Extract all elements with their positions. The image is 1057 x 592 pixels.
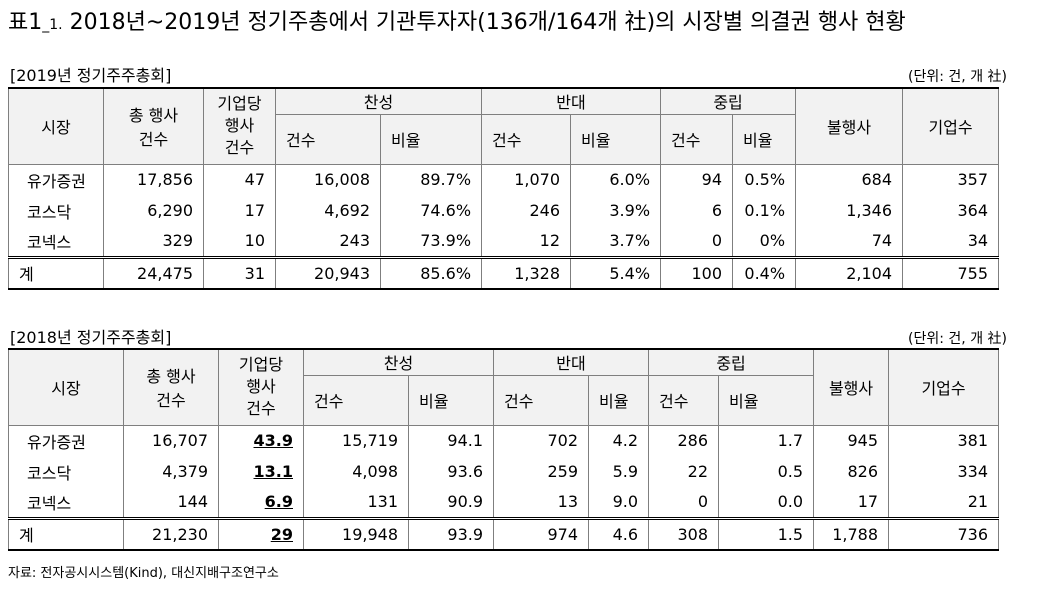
header-approve: 찬성 [274, 87, 483, 115]
header-total-votes: 총 행사 건수 [123, 348, 219, 426]
section-label-2018: [2018년 정기주주총회] [10, 328, 172, 347]
header-neutral: 중립 [660, 87, 797, 115]
header-oppose: 반대 [493, 348, 650, 376]
table-row: 코넥스 329 10 243 73.9% 12 3.7% 0 0% 74 34 [8, 226, 1000, 257]
header-per-company: 기업당 행사 건수 [218, 348, 304, 426]
header-companies: 기업수 [888, 348, 1000, 426]
header-neutral: 중립 [648, 348, 815, 376]
header-non-exercise: 불행사 [813, 348, 890, 426]
total-row: 계 21,230 29 19,948 93.9 974 4.6 308 1.5 1,788 7… [8, 516, 1000, 551]
header-ratio: 비율 [407, 374, 495, 426]
header-count: 건수 [648, 374, 720, 426]
table-row: 코스닥 6,290 17 4,692 74.6% 246 3.9% 6 0.1% 1,346… [8, 195, 1000, 226]
unit-label-2019: (단위: 건, 개 社) [908, 69, 1007, 85]
table-2019: 시장 총 행사 건수 기업당 행사 건수 찬성 반대 중립 불행사 기업수 건수 비율… [8, 87, 1000, 290]
header-ratio: 비율 [588, 374, 650, 426]
header-count: 건수 [275, 113, 381, 165]
header-ratio: 비율 [732, 113, 797, 165]
header-count: 건수 [493, 374, 590, 426]
header-count: 건수 [303, 374, 409, 426]
total-row: 계 24,475 31 20,943 85.6% 1,328 5.4% 100 0.4% 2… [8, 255, 1000, 290]
table-row: 코스닥 4,379 13.1 4,098 93.6 259 5.9 22 0.5 826 33… [8, 456, 1000, 487]
header-ratio: 비율 [718, 374, 815, 426]
section-label-2019: [2019년 정기주주총회] [10, 66, 172, 85]
header-count: 건수 [660, 113, 734, 165]
header-count: 건수 [481, 113, 572, 165]
header-approve: 찬성 [302, 348, 495, 376]
table-row: 유가증권 16,707 43.9 15,719 94.1 702 4.2 286 1.7 9… [8, 425, 1000, 456]
source-note: 자료: 전자공시시스템(Kind), 대신지배구조연구소 [8, 566, 279, 581]
unit-label-2018: (단위: 건, 개 社) [908, 331, 1007, 347]
header-ratio: 비율 [379, 113, 483, 165]
page-title: 표1_1. 2018년~2019년 정기주총에서 기관투자자(136개/164개… [8, 10, 906, 35]
header-ratio: 비율 [570, 113, 662, 165]
header-oppose: 반대 [481, 87, 662, 115]
header-companies: 기업수 [902, 87, 1000, 165]
table-row: 코넥스 144 6.9 131 90.9 13 9.0 0 0.0 17 21 [8, 487, 1000, 518]
header-market: 시장 [8, 348, 124, 426]
header-per-company: 기업당 행사 건수 [203, 87, 276, 165]
table-row: 유가증권 17,856 47 16,008 89.7% 1,070 6.0% 94 0.5%… [8, 164, 1000, 195]
header-market: 시장 [8, 87, 104, 165]
header-total-votes: 총 행사 건수 [103, 87, 204, 165]
header-non-exercise: 불행사 [795, 87, 904, 165]
table-2018: 시장 총 행사 건수 기업당 행사 건수 찬성 반대 중립 불행사 기업수 건수 비율… [8, 348, 1000, 551]
